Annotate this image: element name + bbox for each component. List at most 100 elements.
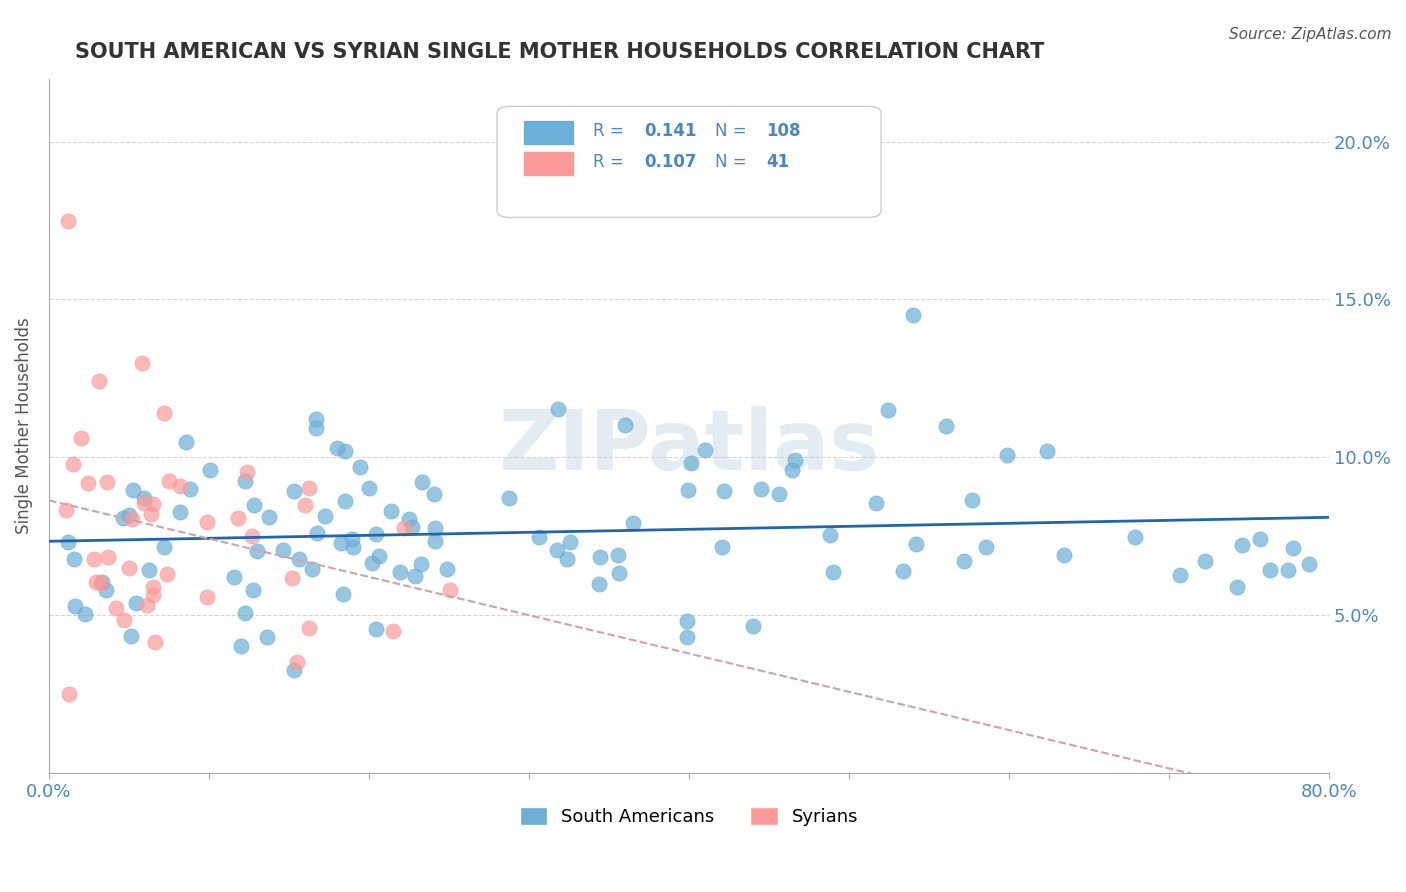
Point [614, 417, 637, 432]
Point [751, 482, 773, 496]
Point [169, 505, 191, 519]
Point [1298, 557, 1320, 571]
Text: SOUTH AMERICAN VS SYRIAN SINGLE MOTHER HOUSEHOLDS CORRELATION CHART: SOUTH AMERICAN VS SYRIAN SINGLE MOTHER H… [75, 42, 1043, 62]
Point [298, 481, 321, 495]
Point [62, 457, 84, 471]
Point [411, 557, 433, 571]
Point [818, 528, 841, 542]
Point [381, 624, 404, 638]
Point [195, 515, 218, 529]
Point [120, 629, 142, 643]
Point [952, 554, 974, 568]
Point [283, 483, 305, 498]
Point [713, 483, 735, 498]
Point [111, 511, 134, 525]
Point [90, 574, 112, 589]
Point [332, 587, 354, 601]
Point [675, 630, 697, 644]
Point [135, 598, 157, 612]
Point [1282, 541, 1305, 556]
Point [294, 499, 316, 513]
Point [679, 456, 702, 470]
Point [935, 419, 957, 434]
Point [76, 476, 98, 491]
Point [411, 475, 433, 489]
Point [589, 549, 612, 564]
Point [742, 619, 765, 633]
Point [821, 565, 844, 579]
Text: 41: 41 [766, 153, 789, 171]
Point [547, 402, 569, 417]
Point [388, 565, 411, 579]
Point [621, 516, 644, 530]
Point [87, 374, 110, 388]
Point [256, 630, 278, 644]
Text: R =: R = [593, 121, 628, 140]
Point [1036, 444, 1059, 458]
Point [425, 521, 447, 535]
Point [233, 475, 256, 489]
Text: 0.141: 0.141 [644, 121, 697, 140]
Point [139, 507, 162, 521]
Point [118, 508, 141, 522]
Point [69, 431, 91, 445]
Point [607, 566, 630, 580]
Point [112, 613, 135, 627]
Point [588, 577, 610, 591]
Point [392, 521, 415, 535]
Point [156, 567, 179, 582]
Text: Source: ZipAtlas.com: Source: ZipAtlas.com [1229, 27, 1392, 42]
Point [425, 533, 447, 548]
Point [1277, 563, 1299, 577]
Text: N =: N = [714, 153, 752, 171]
Point [56, 213, 79, 227]
Point [1230, 538, 1253, 552]
Point [73, 607, 96, 621]
Point [342, 541, 364, 555]
Point [198, 462, 221, 476]
Point [314, 508, 336, 523]
Point [58, 687, 80, 701]
Point [498, 491, 520, 506]
Point [546, 542, 568, 557]
Point [131, 355, 153, 369]
Point [97, 550, 120, 565]
Point [176, 434, 198, 449]
Point [891, 564, 914, 578]
Point [1052, 548, 1074, 562]
Text: N =: N = [714, 121, 752, 140]
Point [560, 534, 582, 549]
Legend: South Americans, Syrians: South Americans, Syrians [512, 799, 866, 833]
Point [997, 449, 1019, 463]
Point [349, 459, 371, 474]
Point [142, 588, 165, 602]
Point [329, 536, 352, 550]
Point [368, 549, 391, 563]
Point [222, 570, 245, 584]
Point [285, 656, 308, 670]
Point [83, 552, 105, 566]
Point [401, 520, 423, 534]
Point [960, 493, 983, 508]
Point [195, 590, 218, 604]
Point [357, 481, 380, 495]
Point [63, 552, 86, 566]
Point [153, 540, 176, 554]
Point [693, 443, 716, 458]
Point [90, 575, 112, 590]
Point [246, 544, 269, 558]
Point [877, 402, 900, 417]
Point [555, 552, 578, 566]
Point [283, 664, 305, 678]
Point [404, 569, 426, 583]
Point [242, 529, 264, 543]
Point [1226, 580, 1249, 594]
Point [710, 540, 733, 554]
Point [436, 561, 458, 575]
Point [235, 465, 257, 479]
Bar [523, 120, 574, 145]
Point [780, 463, 803, 477]
Point [105, 601, 128, 615]
Point [124, 596, 146, 610]
Point [380, 504, 402, 518]
